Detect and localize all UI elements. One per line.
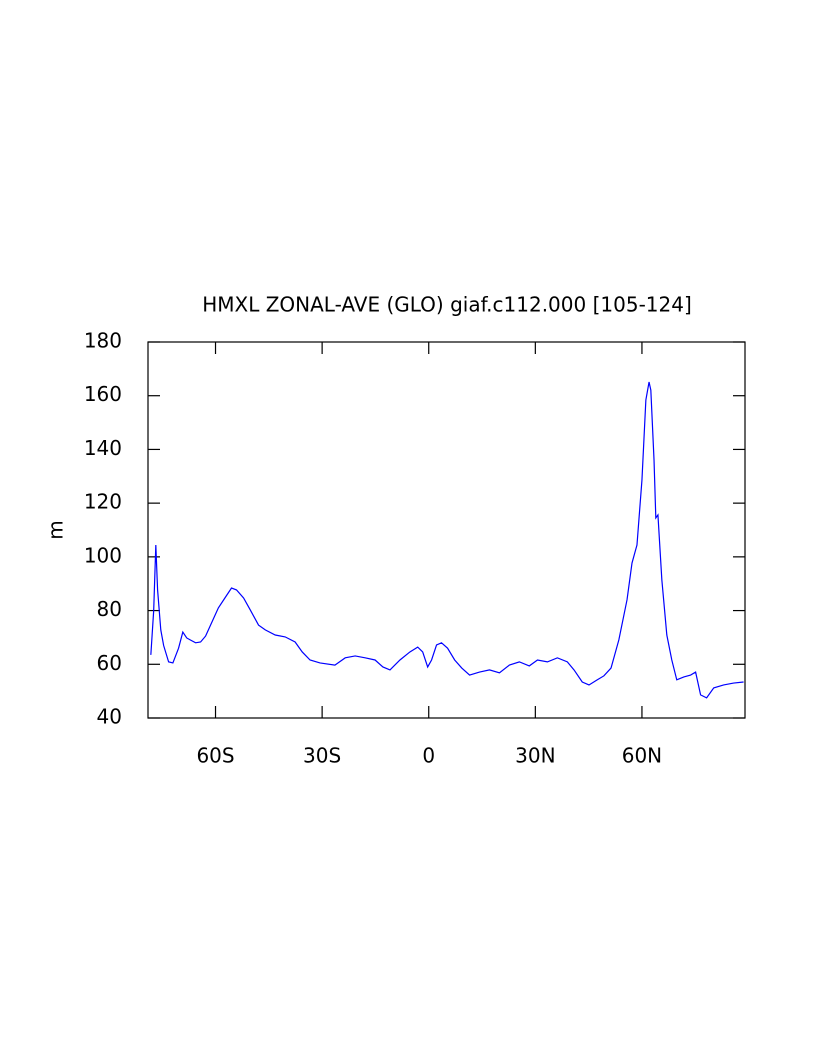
x-tick-label: 30N — [515, 744, 555, 768]
plot-frame — [147, 341, 746, 719]
x-tick-label: 60S — [196, 744, 234, 768]
x-tick-label: 30S — [303, 744, 341, 768]
y-axis-label: m — [44, 520, 68, 539]
y-tick-label: 80 — [97, 597, 122, 621]
y-tick-label: 160 — [84, 382, 122, 406]
chart-title: HMXL ZONAL-AVE (GLO) giaf.c112.000 [105-… — [202, 293, 692, 317]
y-tick-label: 60 — [97, 651, 122, 675]
y-tick-label: 140 — [84, 436, 122, 460]
y-tick-label: 120 — [84, 490, 122, 514]
y-tick-label: 180 — [84, 329, 122, 353]
y-tick-label: 100 — [84, 543, 122, 567]
x-tick-label: 0 — [422, 744, 435, 768]
x-tick-label: 60N — [622, 744, 662, 768]
y-tick-label: 40 — [97, 705, 122, 729]
data-line — [150, 381, 744, 699]
